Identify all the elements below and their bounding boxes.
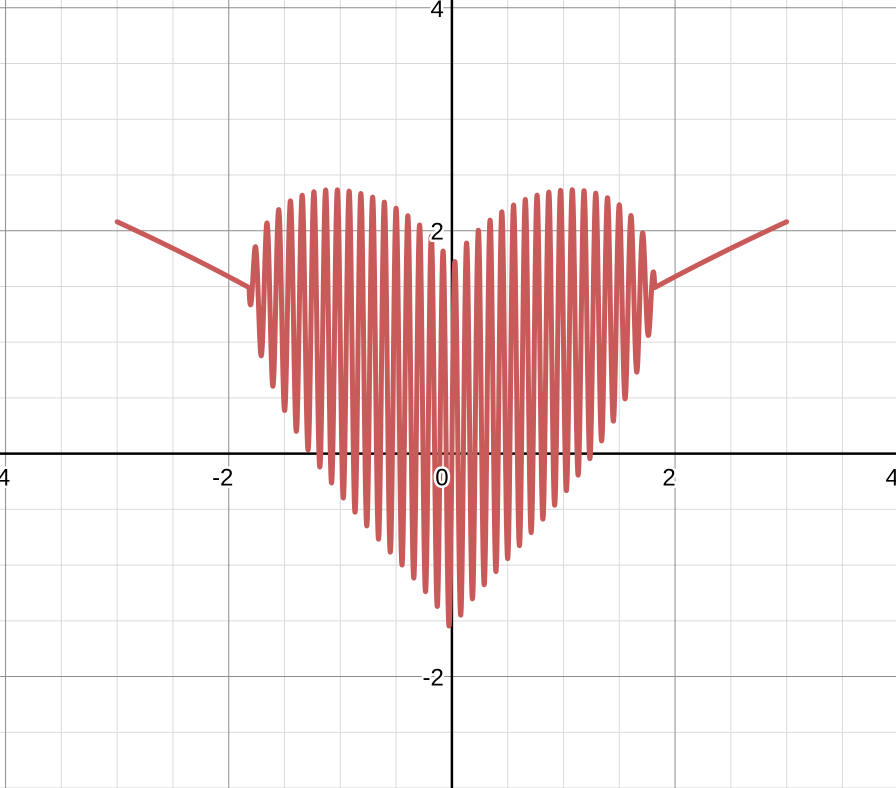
x-tick-label: 0 [435,465,448,492]
y-tick-label: 4 [431,0,444,23]
y-tick-label: 2 [431,219,444,246]
x-tick-label: 2 [662,465,675,492]
x-tick-label: -4 [0,465,10,492]
x-tick-label: -2 [212,465,233,492]
x-tick-label: 4 [886,465,896,492]
series-layer [114,187,790,629]
series-line-0 [114,187,790,629]
tick-labels: -4 -2 0 2 4 4 2 -2 [0,0,896,692]
y-tick-label: -2 [423,665,444,692]
